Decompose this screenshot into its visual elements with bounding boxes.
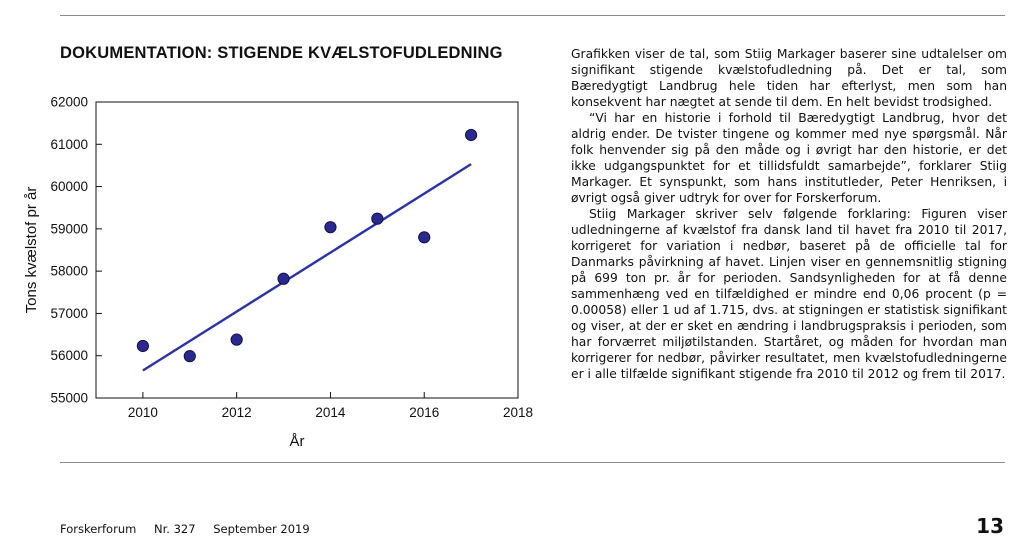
y-tick-label: 57000 [50,306,88,321]
data-point [371,212,384,225]
x-tick-label: 2016 [409,405,439,420]
data-point [230,333,243,346]
article-text: Grafikken viser de tal, som Stiig Markag… [571,46,1007,382]
scatter-chart: 55000 56000 57000 58000 59000 60000 61000 62000… [23,95,533,451]
data-point [418,231,431,244]
y-tick-label: 60000 [50,179,88,194]
chart-heading: DOKUMENTATION: STIGENDE KVÆLSTOFUDLEDNIN… [60,44,503,62]
x-tick-label: 2012 [222,405,252,420]
top-rule [60,15,1005,16]
footer-issue: Nr. 327 [153,522,196,536]
y-tick-label: 55000 [50,391,88,406]
page-footer: Forskerforum Nr. 327 September 2019 [60,522,324,536]
data-point [277,272,290,285]
footer-publication: Forskerforum [60,522,137,536]
article-paragraph: “Vi har en historie i forhold til Bæredy… [571,111,1007,205]
x-axis-label: År [290,433,305,450]
y-tick-label: 56000 [50,348,88,363]
y-tick-label: 61000 [50,137,88,152]
plot-frame [95,101,519,399]
bottom-rule [60,462,1005,463]
y-tick-label: 58000 [50,264,88,279]
data-point [465,128,478,142]
data-point [324,221,337,234]
data-point [183,350,196,363]
y-tick-label: 62000 [50,95,88,110]
article-paragraph: Stiig Markager skriver selv følgende for… [571,207,1007,381]
article-paragraph: Grafikken viser de tal, som Stiig Markag… [571,47,1007,109]
data-point [136,339,149,353]
footer-date: September 2019 [213,522,310,536]
trend-line [142,163,472,372]
y-tick-label: 59000 [50,221,88,236]
y-axis-label: Tons kvælstof pr år [23,187,40,314]
x-tick-label: 2010 [128,405,158,420]
x-tick-label: 2014 [315,405,346,420]
x-tick-label: 2018 [503,405,533,420]
page-number: 13 [976,514,1004,538]
